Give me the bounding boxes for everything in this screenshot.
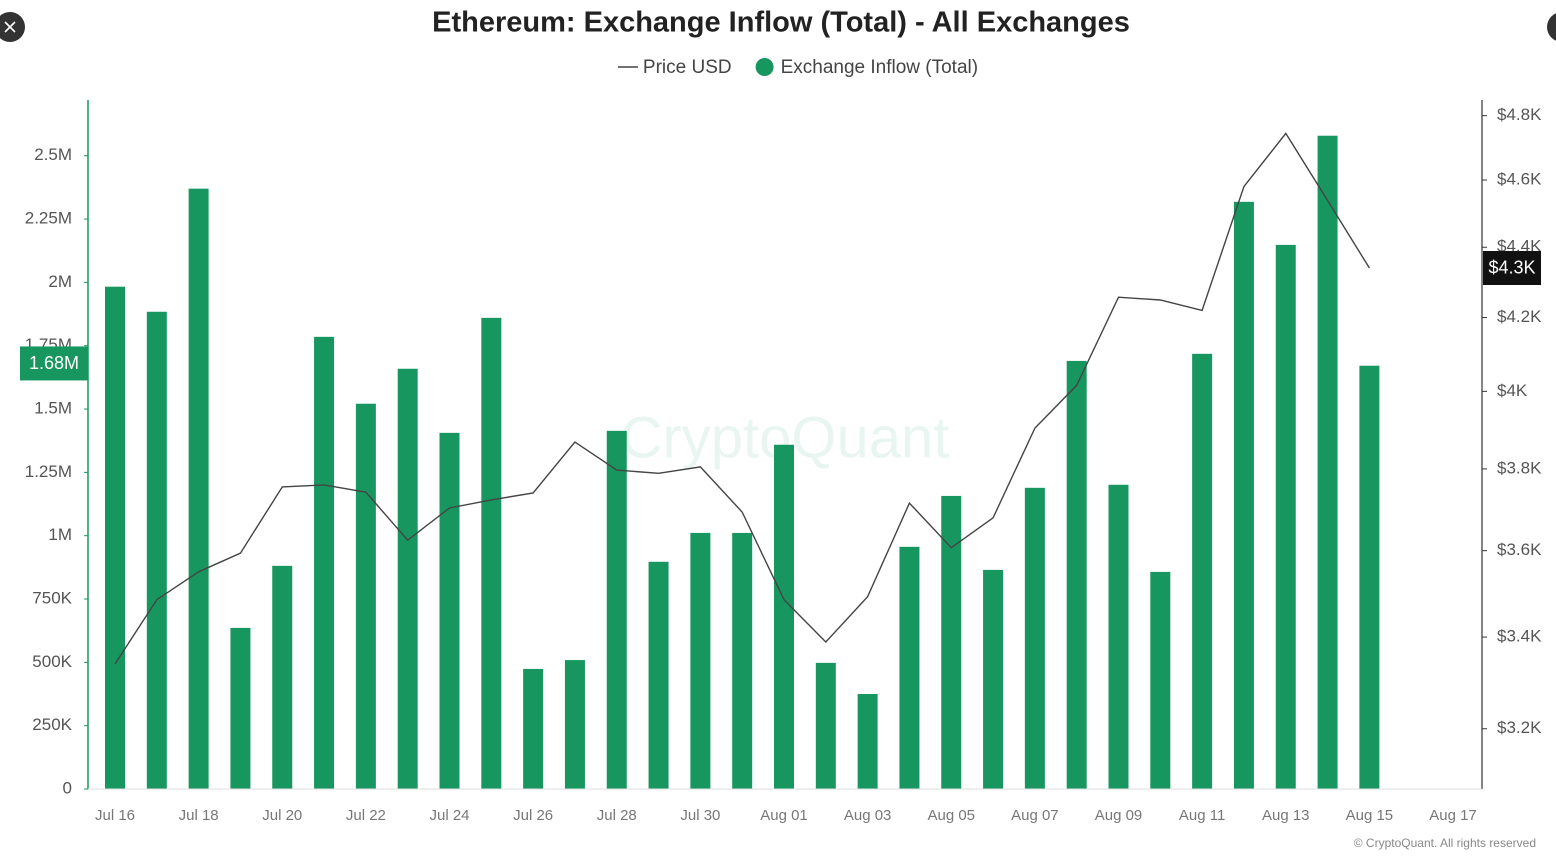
bar [941,495,962,789]
bar [105,286,125,789]
x-tick-label: Aug 15 [1346,807,1394,824]
bar [188,188,209,789]
x-tick-label: Jul 26 [513,807,553,824]
bar [523,668,544,789]
x-tick-label: Jul 30 [680,807,720,824]
x-tick-label: Aug 13 [1262,807,1310,824]
bar [606,430,627,789]
legend-dot-symbol [755,58,774,76]
bar [146,311,167,789]
x-tick-label: Jul 22 [346,807,386,824]
bar [1108,484,1129,789]
value-badge-label: $4.3K [1488,258,1535,278]
bar [397,368,418,789]
bar [564,660,585,789]
bar [1192,353,1213,789]
y2-tick-label: $3.6K [1497,540,1542,559]
y2-tick-label: $4K [1497,381,1528,400]
y2-tick-label: $4.8K [1497,105,1542,124]
y2-tick-label: $4.4K [1497,237,1542,256]
y2-tick-label: $4.6K [1497,170,1542,189]
x-tick-label: Aug 17 [1429,807,1477,824]
y-tick-label: 250K [32,715,72,734]
y-tick-label: 1.5M [34,399,72,418]
bar [690,532,711,789]
plot [105,132,1380,790]
legend-label: Exchange Inflow (Total) [781,57,979,78]
bar [1359,365,1380,789]
bar [314,336,335,789]
y2-tick-label: $3.8K [1497,458,1542,477]
bar [1024,487,1045,789]
y2-tick-label: $4.2K [1497,307,1542,326]
legend-label: Price USD [643,57,732,78]
bar [815,662,836,789]
bar [230,627,251,789]
x-tick-label: Jul 20 [262,807,302,824]
legend: Price USD Exchange Inflow (Total) [617,57,979,78]
x-tick-label: Jul 28 [597,807,637,824]
edge-button[interactable] [1547,12,1556,42]
bar [1066,360,1087,789]
close-button[interactable] [0,12,25,42]
y-tick-label: 2.5M [34,145,72,164]
value-badge: 1.68M [20,346,88,381]
y-tick-label: 2M [48,272,72,291]
bar [481,317,502,789]
y-tick-label: 750K [32,589,72,608]
value-badge-bg [20,346,88,381]
x-tick-label: Aug 07 [1011,807,1059,824]
bar [899,546,920,789]
x-tick-label: Aug 03 [844,807,892,824]
bar [355,403,376,789]
bar [1150,571,1171,789]
y-tick-label: 0 [63,778,72,797]
bar [732,532,753,789]
y-tick-label: 2.25M [25,209,72,228]
bar [1233,201,1254,790]
y-tick-label: 500K [32,652,72,671]
x-tick-label: Aug 11 [1179,807,1225,824]
bar [272,565,293,789]
x-tick-label: Jul 24 [429,807,469,824]
bar [857,694,878,789]
x-tick-label: Aug 05 [927,807,975,824]
bar [1275,244,1296,790]
y-tick-label: 1M [48,525,72,544]
bar [439,432,460,789]
x-tick-label: Aug 01 [760,807,808,824]
value-badge: $4.3K [1483,250,1541,285]
bar [648,561,669,789]
y-tick-label: 1.25M [25,462,72,481]
x-tick-label: Jul 16 [95,807,135,824]
bar [983,569,1004,789]
close-icon [4,21,16,33]
y2-tick-label: $3.4K [1497,627,1542,646]
y2-tick-label: $3.2K [1497,718,1542,737]
chart-title: Ethereum: Exchange Inflow (Total) - All … [432,7,1130,39]
bar [1317,135,1338,789]
x-tick-label: Aug 09 [1095,807,1143,824]
value-badge-label: 1.68M [29,353,79,373]
value-badge-bg [1483,250,1541,285]
x-tick-label: Jul 18 [179,807,219,824]
source: © CryptoQuant. All rights reserved [1354,836,1536,850]
bar [774,444,794,789]
price-line [114,132,1370,665]
